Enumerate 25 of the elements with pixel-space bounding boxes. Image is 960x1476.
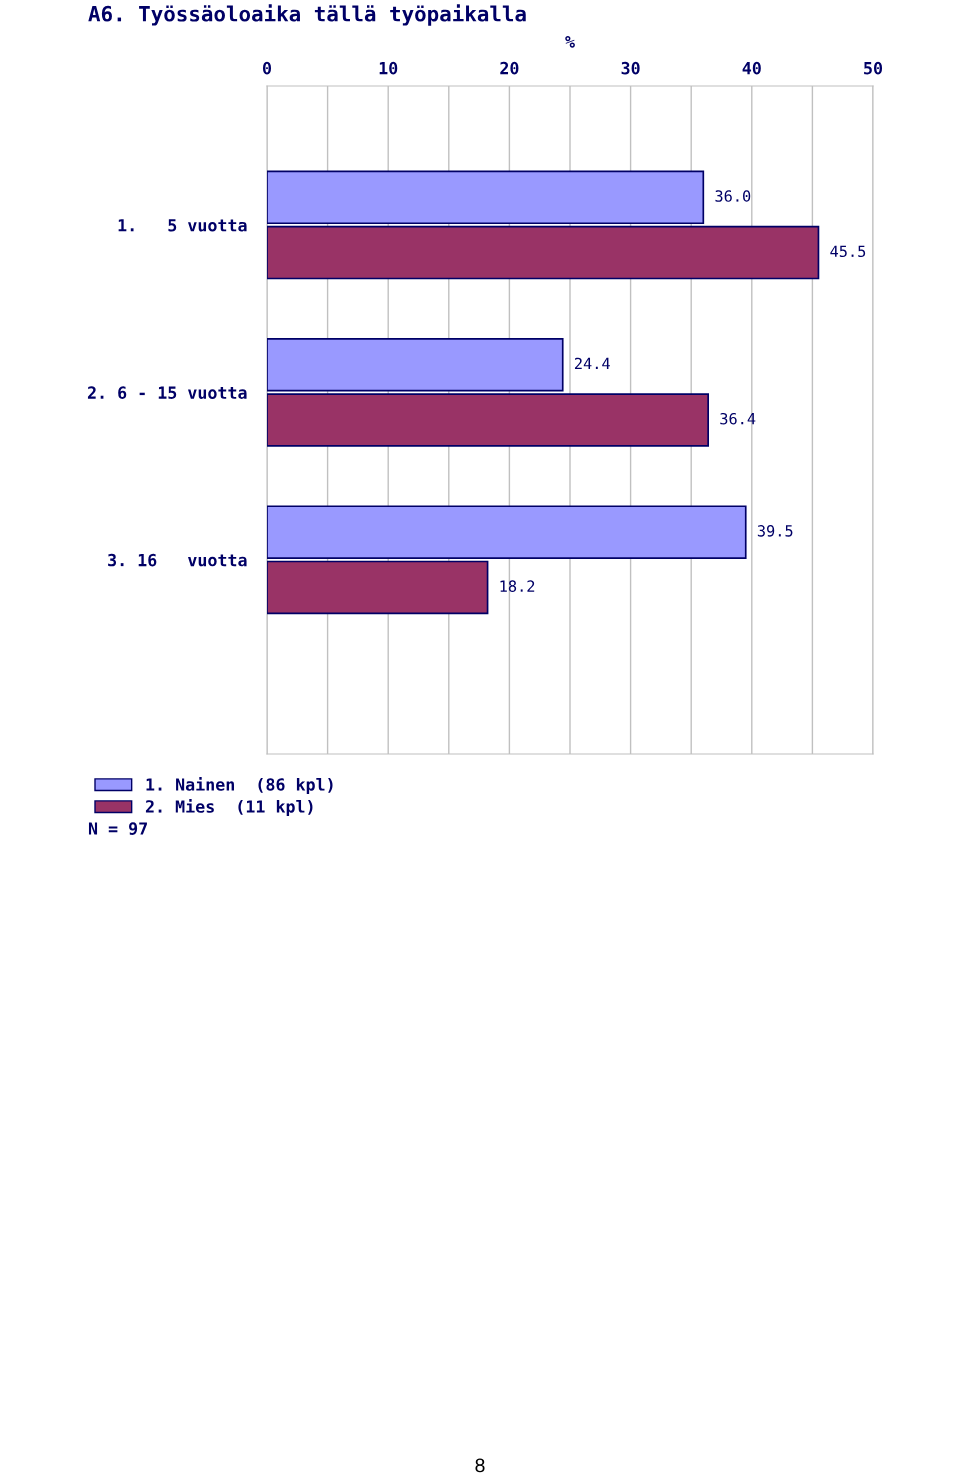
x-tick-label: 0 bbox=[262, 61, 272, 75]
data-label: 18.2 bbox=[500, 580, 535, 592]
x-tick-label: 20 bbox=[500, 61, 519, 75]
bar bbox=[267, 225, 820, 280]
legend-label: 1. Nainen (86 kpl) bbox=[146, 777, 333, 795]
legend-label: 2. Mies (11 kpl) bbox=[145, 799, 313, 817]
data-label: 36.4 bbox=[720, 412, 756, 425]
bar bbox=[267, 170, 705, 225]
y-tick-label: 2. 6 - 15 vuotta bbox=[87, 386, 247, 399]
bar bbox=[267, 505, 747, 559]
x-tick-label: 10 bbox=[379, 61, 398, 75]
x-axis-title: % bbox=[565, 35, 575, 48]
data-label: 24.4 bbox=[574, 357, 610, 370]
data-label: 45.5 bbox=[830, 245, 866, 258]
y-tick-label: 1. 5 vuotta bbox=[118, 219, 247, 232]
x-tick-label: 40 bbox=[742, 61, 761, 75]
data-label: 39.5 bbox=[757, 525, 793, 537]
text: 8 bbox=[475, 1458, 485, 1473]
x-tick-label: 50 bbox=[864, 61, 883, 75]
text: N = 97 bbox=[88, 822, 147, 835]
bar bbox=[267, 560, 489, 615]
x-tick-label: 30 bbox=[621, 61, 640, 75]
y-tick-label: 3. 16 vuotta bbox=[108, 553, 247, 567]
data-label: 36.0 bbox=[715, 190, 751, 202]
chart-title: A6. Työssäoloaika tällä työpaikalla bbox=[88, 4, 526, 26]
